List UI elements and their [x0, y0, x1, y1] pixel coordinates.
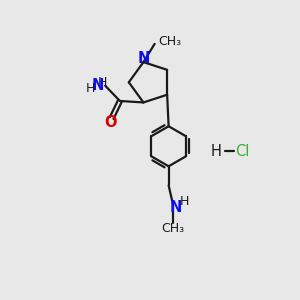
Text: N: N: [92, 78, 104, 93]
Text: H: H: [86, 82, 95, 95]
Text: H: H: [98, 76, 107, 89]
Text: CH₃: CH₃: [158, 35, 181, 48]
Text: Cl: Cl: [236, 144, 250, 159]
Text: H: H: [211, 144, 222, 159]
Text: N: N: [137, 51, 150, 66]
Text: N: N: [169, 200, 182, 215]
Text: CH₃: CH₃: [161, 222, 184, 235]
Text: H: H: [179, 195, 189, 208]
Text: O: O: [104, 115, 117, 130]
